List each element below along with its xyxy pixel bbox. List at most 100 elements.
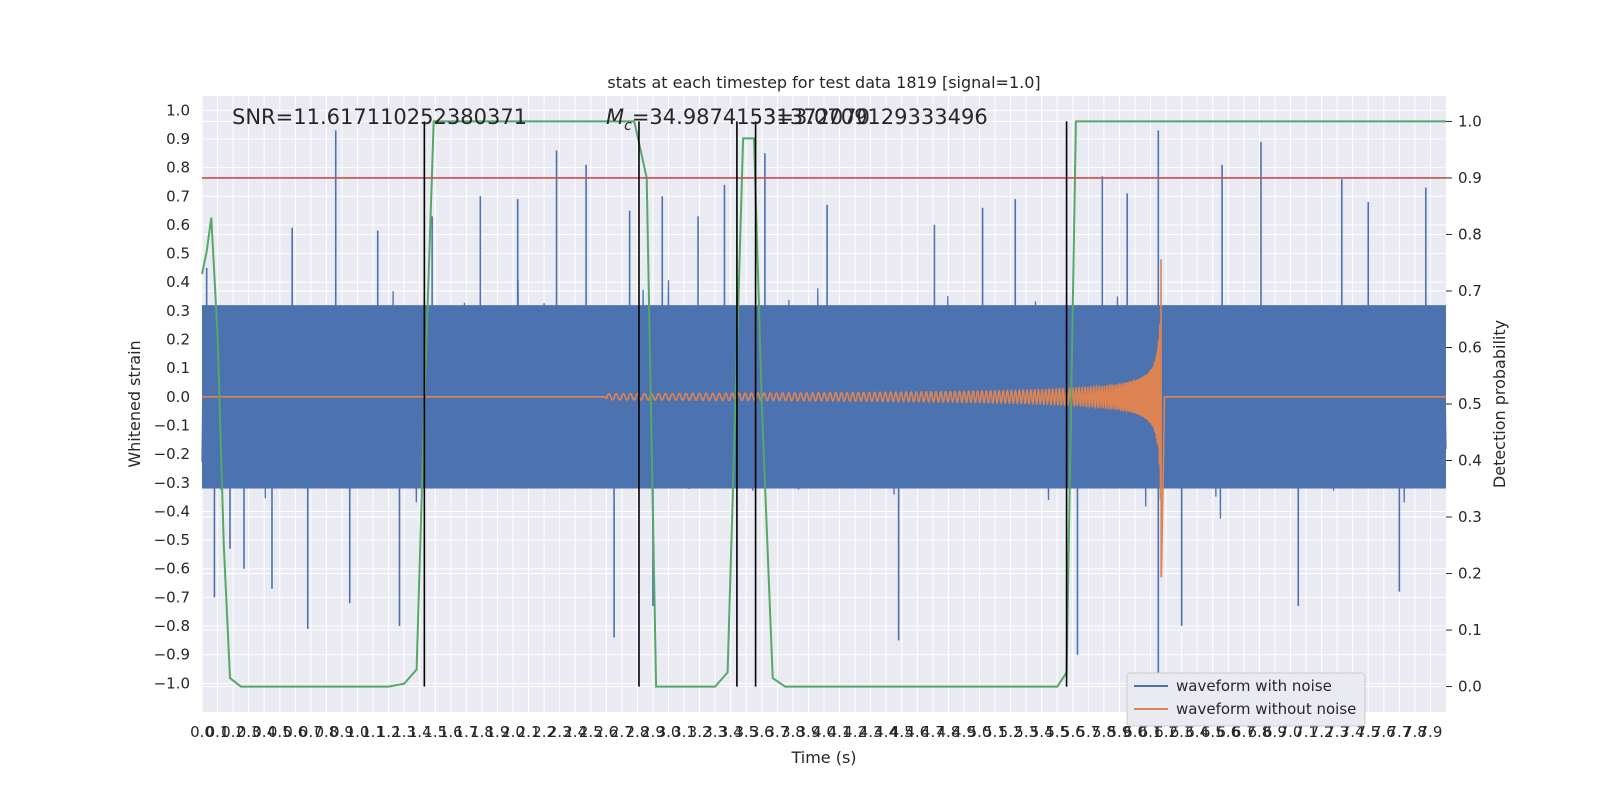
y2-tick-label: 1.0 [1458,112,1482,130]
y-tick-label: −0.8 [154,617,190,635]
y-tick-label: 0.6 [166,216,190,234]
x-tick-label: 4.0 [812,723,836,741]
y-tick-label: 0.0 [166,388,190,406]
x-tick-label: 5.6 [1061,723,1085,741]
series-waveform-without-noise [202,259,1446,578]
x-tick-label: 2.7 [610,723,634,741]
x-tick-label: 1.2 [377,723,401,741]
x-tick-label: 0.5 [268,723,292,741]
x-tick-label: 6.1 [1139,723,1163,741]
detection-vertical-lines [423,121,1068,687]
y-tick-label: −0.9 [154,646,190,664]
x-tick-label: 2.6 [594,723,618,741]
x-tick-label: 3.4 [719,723,743,741]
x-axis-ticks: 0.00.10.20.30.40.50.60.70.80.91.01.11.21… [190,723,1442,741]
x-tick-label: 0.6 [283,723,307,741]
x-tick-label: 0.1 [206,723,230,741]
x-tick-label: 3.8 [781,723,805,741]
y-tick-label: −0.5 [154,531,190,549]
x-tick-label: 6.5 [1201,723,1225,741]
x-tick-label: 5.4 [1030,723,1054,741]
x-axis-label: Time (s) [790,748,856,767]
y-axis-ticks: −1.0 −0.9 −0.8 −0.7 −0.6 −0.5 −0.4 −0.3 −0.2 −0.1… [154,101,190,692]
x-tick-label: 1.8 [470,723,494,741]
y2-tick-label: 0.3 [1458,508,1482,526]
x-tick-label: 7.6 [1372,723,1396,741]
legend-label-noise: waveform with noise [1176,677,1332,695]
snr-annotation: SNR=11.617110252380371 [232,105,527,129]
legend-box [1126,672,1366,727]
x-tick-label: 5.5 [1045,723,1069,741]
x-tick-label: 0.2 [221,723,245,741]
y2-tick-label: 0.9 [1458,169,1482,187]
y-tick-label: 0.5 [166,245,190,263]
x-tick-label: 6.6 [1216,723,1240,741]
x-tick-label: 0.0 [190,723,214,741]
x-tick-label: 7.0 [1279,723,1303,741]
x-tick-label: 0.8 [314,723,338,741]
chirp-mass-annotation: Mc=34.98741531372070 [606,105,870,134]
chirp-mass-value: =34.98741531372070 [632,105,870,129]
y-tick-label: −0.2 [154,445,190,463]
x-tick-label: 3.6 [750,723,774,741]
x-tick-label: 5.1 [983,723,1007,741]
x-tick-label: 2.4 [563,723,587,741]
chirp-mass-symbol: M [606,105,624,129]
x-tick-label: 6.4 [1185,723,1209,741]
clean-trace [202,259,1446,578]
legend: waveform with noise waveform without noi… [1126,672,1366,727]
y-tick-label: −0.6 [154,560,190,578]
x-tick-label: 0.4 [252,723,276,741]
x-tick-label: 4.8 [936,723,960,741]
x-tick-label: 6.8 [1247,723,1271,741]
x-tick-label: 2.0 [501,723,525,741]
y-tick-label: 0.1 [166,359,190,377]
x-tick-label: 4.4 [874,723,898,741]
y-tick-label: 0.9 [166,130,190,148]
y2-tick-label: 0.8 [1458,225,1482,243]
y-tick-label: 0.8 [166,159,190,177]
x-tick-label: 2.1 [517,723,541,741]
y-tick-label: 0.7 [166,187,190,205]
x-tick-label: 1.1 [361,723,385,741]
x-tick-label: 5.9 [1108,723,1132,741]
x-tick-label: 4.2 [843,723,867,741]
x-tick-label: 2.8 [625,723,649,741]
x-tick-label: 1.6 [439,723,463,741]
x-tick-label: 0.7 [299,723,323,741]
x-tick-label: 4.3 [859,723,883,741]
x-tick-label: 7.8 [1403,723,1427,741]
x-tick-label: 6.3 [1170,723,1194,741]
y2-axis-label: Detection probability [1490,320,1509,488]
overlapping-annotation: 3=3.0709129333496 [763,105,988,129]
x-tick-label: 5.8 [1092,723,1116,741]
y-tick-label: 0.2 [166,331,190,349]
x-tick-label: 6.0 [1123,723,1147,741]
x-tick-label: 7.2 [1310,723,1334,741]
x-tick-label: 1.5 [423,723,447,741]
x-tick-label: 2.9 [641,723,665,741]
y-tick-label: 0.4 [166,273,190,291]
x-tick-label: 1.9 [486,723,510,741]
x-tick-label: 7.4 [1341,723,1365,741]
x-tick-label: 1.4 [408,723,432,741]
x-tick-label: 3.0 [657,723,681,741]
y2-tick-label: 0.4 [1458,452,1482,470]
x-tick-label: 1.7 [454,723,478,741]
x-tick-label: 2.2 [532,723,556,741]
x-tick-label: 4.6 [905,723,929,741]
x-tick-label: 3.2 [688,723,712,741]
x-tick-label: 0.3 [237,723,261,741]
x-tick-label: 5.7 [1076,723,1100,741]
x-tick-label: 3.1 [672,723,696,741]
y-tick-label: −0.1 [154,416,190,434]
x-tick-label: 4.5 [890,723,914,741]
y2-tick-label: 0.5 [1458,395,1482,413]
x-tick-label: 5.0 [968,723,992,741]
chart-title: stats at each timestep for test data 181… [607,73,1040,92]
x-tick-label: 7.7 [1387,723,1411,741]
x-tick-label: 7.1 [1294,723,1318,741]
x-tick-label: 6.9 [1263,723,1287,741]
x-tick-label: 3.5 [734,723,758,741]
